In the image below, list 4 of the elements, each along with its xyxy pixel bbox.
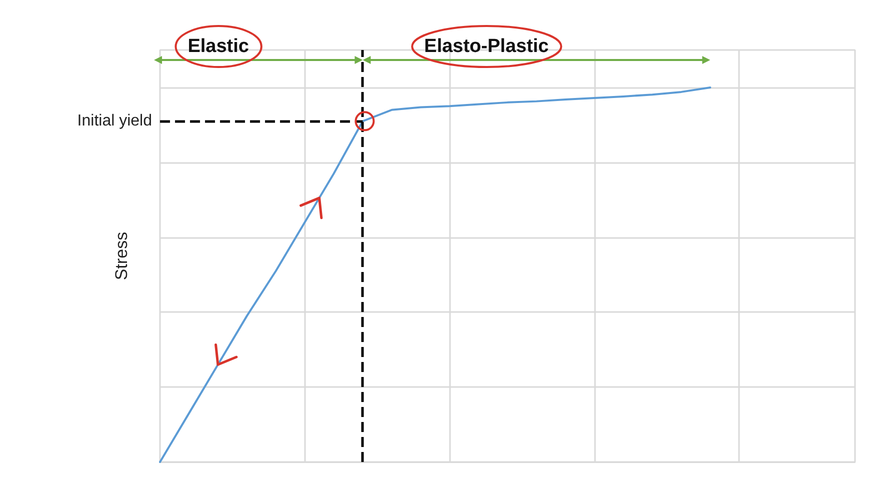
ref-line-label: Initial yield: [77, 112, 152, 130]
y-axis-title: Stress: [112, 232, 131, 280]
text: Elastic: [188, 36, 250, 57]
text: Elasto-Plastic: [424, 36, 550, 57]
